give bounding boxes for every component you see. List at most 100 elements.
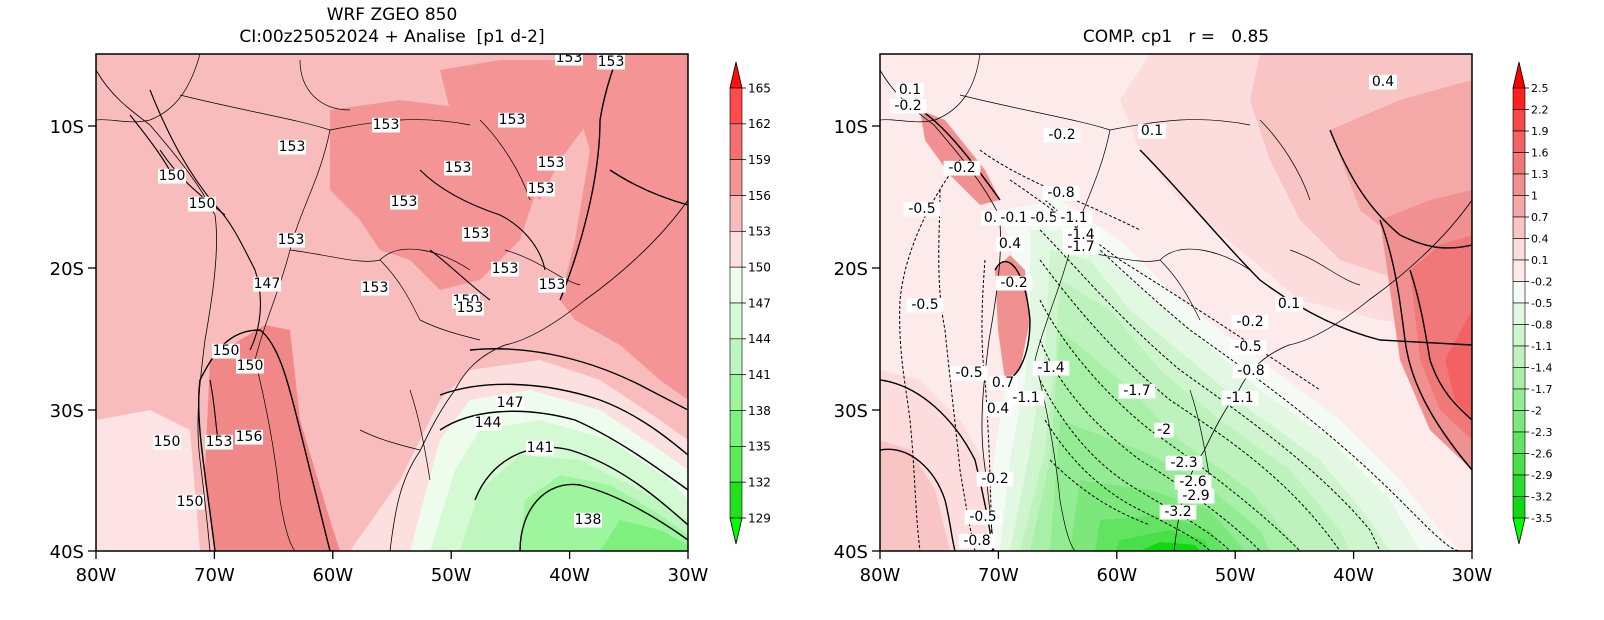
colorbar-swatch — [1512, 324, 1526, 347]
contour-label-bg — [204, 434, 234, 450]
contour-label-bg — [276, 232, 306, 248]
x-tick-label: 60W — [1096, 565, 1137, 586]
colorbar-label: -0.5 — [1531, 297, 1552, 310]
colorbar-swatch — [729, 195, 743, 232]
contour-label: -0.5 — [1030, 210, 1057, 226]
x-tick-label: 30W — [668, 565, 709, 586]
contour-label-bg — [175, 494, 205, 510]
contour-label: -3.2 — [1164, 504, 1191, 520]
colorbar-label: 129 — [748, 511, 771, 525]
x-tick-label: 80W — [860, 565, 901, 586]
contour-label-bg — [1007, 390, 1045, 406]
contour-label: 153 — [463, 226, 490, 242]
contour-label: -0.2 — [1048, 127, 1075, 143]
colorbar-label: -0.8 — [1531, 318, 1552, 331]
contour-label: 153 — [499, 112, 526, 128]
x-tick-label: 50W — [1215, 565, 1256, 586]
contour-label-bg — [455, 300, 485, 316]
contour-label: 138 — [575, 512, 602, 528]
colorbar-label: 1.3 — [1531, 168, 1549, 181]
colorbar-bottom-arrow — [729, 517, 743, 545]
contour-label-bg — [964, 509, 1002, 525]
x-tick-label: 80W — [76, 565, 117, 586]
contour-label: 153 — [457, 300, 484, 316]
contour-label: 150 — [154, 434, 181, 450]
colorbar-label: -0.2 — [1531, 275, 1552, 288]
left-axes: 80W 70W 60W 50W 40W 30W 10S 20S 30S 40S — [50, 117, 709, 586]
colorbar-label: -3.2 — [1531, 490, 1552, 503]
colorbar-label: 141 — [748, 368, 771, 382]
colorbar-label: 1 — [1531, 189, 1538, 202]
colorbar-label: 144 — [748, 332, 771, 346]
right-map-panel: COMP. cp1 r = 0.85 — [834, 27, 1553, 586]
contour-label: 147 — [254, 276, 281, 292]
contour-label: 150 — [177, 494, 204, 510]
contour-label: 153 — [362, 280, 389, 296]
contour-label: 153 — [373, 117, 400, 133]
contour-label: 0.1 — [1141, 123, 1163, 139]
contour-label-bg — [983, 401, 1013, 417]
contour-label: 0.4 — [999, 236, 1021, 252]
colorbar-label: 153 — [748, 225, 771, 239]
colorbar-label: 162 — [748, 117, 771, 131]
x-tick-label: 50W — [431, 565, 472, 586]
contour-label: -0.5 — [908, 201, 935, 217]
colorbar-swatch — [1512, 281, 1526, 304]
contour-label: 153 — [539, 277, 566, 293]
contour-label-bg — [995, 275, 1033, 291]
colorbar-label: -1.7 — [1531, 383, 1552, 396]
contour-label-bg — [1165, 455, 1203, 471]
contour-label: -1.1 — [1226, 390, 1253, 406]
left-colorbar: 165 162 159 156 153 150 147 144 141 138 135 132 129 — [729, 61, 771, 545]
contour-label-bg — [495, 395, 525, 411]
contour-label: 153 — [598, 54, 625, 70]
contour-label-bg — [1274, 296, 1304, 312]
colorbar-label: 159 — [748, 153, 771, 167]
colorbar-swatch — [1512, 259, 1526, 282]
y-tick-label: 10S — [50, 117, 84, 138]
contour-label-bg — [1042, 185, 1080, 201]
contour-label: 153 — [206, 434, 233, 450]
colorbar-label: -2.3 — [1531, 426, 1552, 439]
right-contour-labels: 0.1-0.2-0.2 0.10.4-0.2-0.8-0.50.4-0.1 -0.5… — [889, 74, 1398, 549]
colorbar-label: 156 — [748, 189, 771, 203]
colorbar-label: -3.5 — [1531, 512, 1552, 525]
contour-label: 156 — [236, 429, 263, 445]
right-map-field: 0.1-0.2-0.2 0.10.4-0.2-0.8-0.50.4-0.1 -0.5… — [880, 54, 1472, 551]
contour-label-bg — [889, 98, 927, 114]
contour-label-bg — [995, 236, 1025, 252]
right-colorbar: 2.5 2.2 1.9 1.6 1.3 1 0.7 0.4 0.1 -0.2 -0.5 -0.8 -1.… — [1512, 61, 1552, 545]
colorbar-swatch — [729, 374, 743, 411]
colorbar-swatch — [1512, 345, 1526, 368]
contour-label-bg — [1368, 74, 1398, 90]
contour-label: -0.5 — [911, 297, 938, 313]
colorbar-label: -1.1 — [1531, 340, 1552, 353]
contour-label: 153 — [492, 261, 519, 277]
contour-label: -0.8 — [1047, 185, 1074, 201]
colorbar-swatch — [729, 302, 743, 340]
colorbar-swatch — [729, 231, 743, 268]
colorbar-swatch — [729, 446, 743, 483]
contour-label-bg — [389, 194, 419, 210]
contour-label: 153 — [528, 181, 555, 197]
colorbar-swatch — [1512, 474, 1526, 497]
contour-label-bg — [554, 54, 584, 66]
y-tick-label: 20S — [834, 259, 868, 280]
contour-label: -2.9 — [1182, 488, 1209, 504]
contour-label: 0.4 — [987, 401, 1009, 417]
contour-label-bg — [252, 276, 282, 292]
contour-label-bg — [1025, 210, 1063, 226]
left-title-line2: CI:00z25052024 + Analise [p1 d-2] — [239, 27, 544, 47]
contour-label: -1.4 — [1067, 227, 1094, 243]
right-axes: 80W 70W 60W 50W 40W 30W 10S 20S 30S 40S — [834, 117, 1493, 586]
contour-label-bg — [461, 226, 491, 242]
contour-label: 153 — [278, 232, 305, 248]
contour-label-bg — [958, 533, 996, 549]
contour-label-bg — [1137, 123, 1167, 139]
colorbar-label: 1.6 — [1531, 146, 1549, 159]
contour-label: -2.6 — [1179, 474, 1206, 490]
colorbar-label: 0.4 — [1531, 232, 1549, 245]
colorbar-swatch — [1512, 173, 1526, 196]
contour-label: -1.7 — [1067, 239, 1094, 255]
